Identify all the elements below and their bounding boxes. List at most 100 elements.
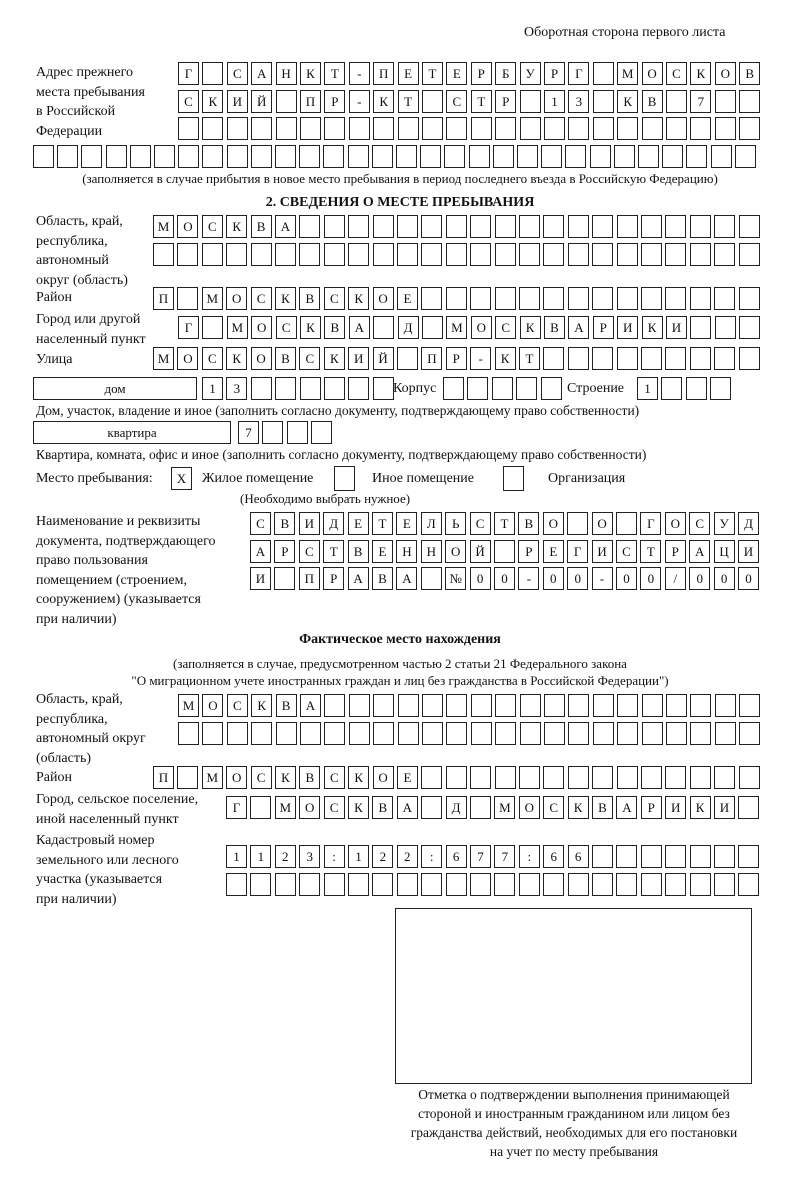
char-cell[interactable]: К <box>275 287 296 310</box>
char-cell[interactable] <box>274 567 296 590</box>
char-cell[interactable]: И <box>298 512 320 535</box>
char-cell[interactable] <box>592 347 614 370</box>
char-cell[interactable] <box>665 215 687 238</box>
char-cell[interactable]: Ц <box>713 540 735 563</box>
char-cell[interactable]: П <box>153 287 174 310</box>
char-cell[interactable]: В <box>250 215 272 238</box>
char-cell[interactable]: 2 <box>372 845 394 868</box>
char-cell[interactable] <box>250 377 272 400</box>
char-cell[interactable]: С <box>323 796 345 819</box>
char-cell[interactable]: К <box>202 90 224 113</box>
char-cell[interactable] <box>616 766 638 789</box>
char-cell[interactable] <box>324 377 345 400</box>
char-cell[interactable]: 0 <box>469 567 491 590</box>
char-cell[interactable] <box>638 145 659 168</box>
char-cell[interactable]: К <box>226 215 248 238</box>
char-cell[interactable] <box>519 215 540 238</box>
char-cell[interactable] <box>422 117 443 140</box>
char-cell[interactable] <box>710 377 732 400</box>
char-cell[interactable]: 6 <box>567 845 589 868</box>
char-cell[interactable]: С <box>323 287 345 310</box>
char-cell[interactable] <box>641 766 662 789</box>
char-cell[interactable] <box>372 873 394 896</box>
char-cell[interactable] <box>226 243 248 266</box>
char-cell[interactable] <box>420 145 442 168</box>
char-cell[interactable] <box>666 722 687 745</box>
char-cell[interactable]: А <box>616 796 638 819</box>
char-cell[interactable] <box>347 145 369 168</box>
char-cell[interactable]: М <box>153 215 174 238</box>
char-cell[interactable]: Д <box>738 512 759 535</box>
char-cell[interactable]: 1 <box>202 377 223 400</box>
char-cell[interactable] <box>274 873 296 896</box>
char-cell[interactable] <box>202 316 224 339</box>
char-cell[interactable] <box>738 845 760 868</box>
char-cell[interactable] <box>640 845 662 868</box>
char-cell[interactable] <box>616 873 638 896</box>
char-cell[interactable] <box>689 873 711 896</box>
char-cell[interactable] <box>445 243 467 266</box>
char-cell[interactable] <box>617 117 639 140</box>
char-cell[interactable]: 2 <box>396 845 418 868</box>
char-cell[interactable] <box>468 145 490 168</box>
char-cell[interactable] <box>445 873 467 896</box>
char-cell[interactable]: О <box>664 512 686 535</box>
char-cell[interactable]: А <box>568 316 590 339</box>
char-cell[interactable] <box>397 722 419 745</box>
char-cell[interactable] <box>519 117 541 140</box>
char-cell[interactable] <box>518 873 540 896</box>
char-cell[interactable] <box>714 117 736 140</box>
char-cell[interactable]: К <box>373 90 395 113</box>
char-cell[interactable] <box>397 215 418 238</box>
char-cell[interactable]: Д <box>397 316 419 339</box>
char-cell[interactable] <box>396 145 417 168</box>
char-cell[interactable] <box>714 316 736 339</box>
char-cell[interactable] <box>445 766 467 789</box>
char-cell[interactable]: 3 <box>226 377 248 400</box>
char-cell[interactable] <box>422 316 443 339</box>
char-cell[interactable] <box>641 347 662 370</box>
char-cell[interactable] <box>738 215 760 238</box>
char-cell[interactable]: Г <box>568 62 590 85</box>
char-cell[interactable]: 6 <box>543 845 565 868</box>
char-cell[interactable] <box>665 845 687 868</box>
char-cell[interactable]: - <box>348 90 370 113</box>
char-cell[interactable] <box>714 243 736 266</box>
char-cell[interactable] <box>738 347 760 370</box>
char-cell[interactable] <box>324 117 346 140</box>
char-cell[interactable] <box>470 796 491 819</box>
char-cell[interactable] <box>421 796 443 819</box>
char-cell[interactable]: О <box>299 796 321 819</box>
char-cell[interactable] <box>178 722 199 745</box>
char-cell[interactable] <box>470 215 492 238</box>
char-cell[interactable] <box>323 873 345 896</box>
char-cell[interactable] <box>567 766 589 789</box>
char-cell[interactable]: Н <box>420 540 442 563</box>
char-cell[interactable] <box>226 722 248 745</box>
char-cell[interactable] <box>689 287 711 310</box>
char-cell[interactable]: 0 <box>567 567 589 590</box>
char-cell[interactable] <box>177 287 199 310</box>
char-cell[interactable] <box>250 145 272 168</box>
char-cell[interactable] <box>226 117 248 140</box>
char-cell[interactable] <box>154 145 175 168</box>
char-cell[interactable] <box>372 377 394 400</box>
char-cell[interactable] <box>685 377 707 400</box>
char-cell[interactable] <box>714 215 736 238</box>
char-cell[interactable] <box>396 873 418 896</box>
char-cell[interactable] <box>544 117 565 140</box>
char-cell[interactable]: Д <box>445 796 467 819</box>
char-cell[interactable] <box>201 243 223 266</box>
char-cell[interactable] <box>323 243 345 266</box>
char-cell[interactable]: - <box>470 347 492 370</box>
char-cell[interactable] <box>495 694 517 717</box>
char-cell[interactable] <box>567 873 589 896</box>
char-cell[interactable] <box>299 215 321 238</box>
char-cell[interactable]: Т <box>323 540 345 563</box>
char-cell[interactable] <box>565 145 587 168</box>
char-cell[interactable]: А <box>396 796 418 819</box>
char-cell[interactable] <box>543 215 565 238</box>
char-cell[interactable]: К <box>689 796 711 819</box>
char-cell[interactable]: Г <box>178 62 199 85</box>
char-cell[interactable] <box>470 243 492 266</box>
